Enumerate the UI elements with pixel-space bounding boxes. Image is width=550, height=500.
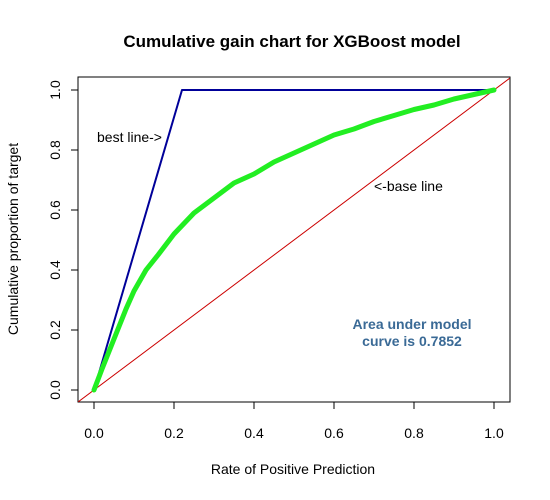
base-line: [78, 77, 510, 402]
y-tick-label: 0.6: [47, 200, 63, 220]
best-line: [93, 89, 495, 391]
plot-frame: [77, 76, 511, 403]
y-tick-label: 0.0: [47, 380, 63, 400]
auc-annotation-line1: Area under model: [352, 316, 471, 332]
best-line-annotation: best line->: [97, 129, 162, 145]
y-axis-label: Cumulative proportion of target: [5, 143, 21, 335]
y-tick-label: 0.8: [47, 140, 63, 160]
x-tick-label: 0.6: [324, 425, 344, 441]
y-tick-label: 1.0: [47, 80, 63, 100]
y-tick-label: 0.2: [47, 320, 63, 340]
model-line: [91, 87, 497, 393]
auc-annotation-line2: curve is 0.7852: [362, 333, 462, 349]
x-axis: 0.0 0.2 0.4 0.6 0.8 1.0: [84, 402, 504, 441]
y-axis: 0.0 0.2 0.4 0.6 0.8 1.0: [47, 80, 78, 400]
x-tick-label: 0.4: [244, 425, 264, 441]
x-tick-label: 0.0: [84, 425, 104, 441]
plot-area: [78, 77, 510, 402]
chart-title: Cumulative gain chart for XGBoost model: [123, 32, 460, 51]
x-tick-label: 0.2: [164, 425, 184, 441]
x-tick-label: 1.0: [484, 425, 504, 441]
base-line-annotation: <-base line: [374, 178, 443, 194]
y-tick-label: 0.4: [47, 260, 63, 280]
x-tick-label: 0.8: [404, 425, 424, 441]
x-axis-label: Rate of Positive Prediction: [211, 461, 375, 477]
